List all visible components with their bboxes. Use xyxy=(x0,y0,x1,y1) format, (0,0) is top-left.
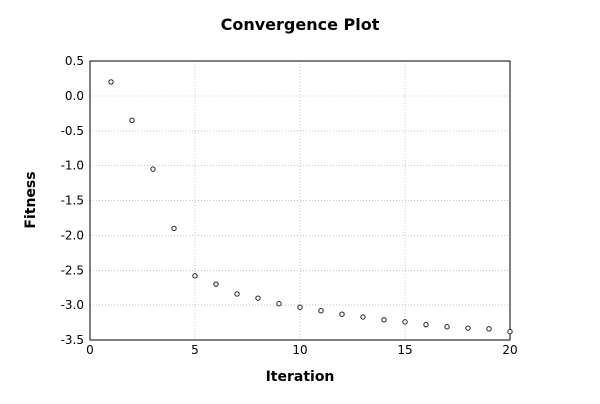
data-point xyxy=(108,79,114,85)
data-point xyxy=(507,328,513,335)
data-point xyxy=(318,308,324,314)
data-point xyxy=(486,326,492,332)
data-point xyxy=(276,301,282,307)
data-point xyxy=(423,321,429,328)
data-point xyxy=(129,117,135,123)
y-tick-label: -3.0 xyxy=(61,298,84,312)
data-point xyxy=(402,319,408,325)
y-tick-label: 0.0 xyxy=(65,89,84,103)
y-tick-label: 0.5 xyxy=(65,54,84,68)
data-point xyxy=(234,291,240,297)
y-tick-label: -2.5 xyxy=(61,263,84,277)
data-point xyxy=(381,317,387,323)
data-point xyxy=(465,325,471,331)
x-axis-tick-labels: 0 5 10 15 20 xyxy=(86,343,517,357)
data-point xyxy=(192,273,198,279)
x-axis-label: Iteration xyxy=(266,369,335,385)
data-point xyxy=(339,311,345,317)
x-tick-label: 10 xyxy=(292,343,307,357)
y-tick-label: -2.0 xyxy=(61,228,84,242)
data-point xyxy=(255,295,261,301)
y-axis-tick-labels: 0.5 0.0 -0.5 -1.0 -1.5 -2.0 -2.5 -3.0 -3.5 xyxy=(61,54,84,347)
data-point xyxy=(150,166,156,172)
data-point xyxy=(213,281,219,287)
x-tick-label: 20 xyxy=(502,343,517,357)
grid-layer xyxy=(90,61,510,340)
y-tick-label: -1.5 xyxy=(61,194,84,208)
y-tick-label: -3.5 xyxy=(61,333,84,347)
chart-title: Convergence Plot xyxy=(221,15,380,34)
y-tick-label: -1.0 xyxy=(61,159,84,173)
y-axis-label: Fitness xyxy=(23,171,39,228)
x-tick-label: 5 xyxy=(191,343,199,357)
data-point xyxy=(360,314,366,320)
data-point xyxy=(444,324,450,330)
x-tick-label: 0 xyxy=(86,343,94,357)
x-tick-label: 15 xyxy=(397,343,412,357)
plot-border xyxy=(89,60,511,341)
data-point xyxy=(297,304,303,310)
y-tick-label: -0.5 xyxy=(61,124,84,138)
data-point xyxy=(171,225,177,232)
data-points-layer xyxy=(108,79,513,335)
